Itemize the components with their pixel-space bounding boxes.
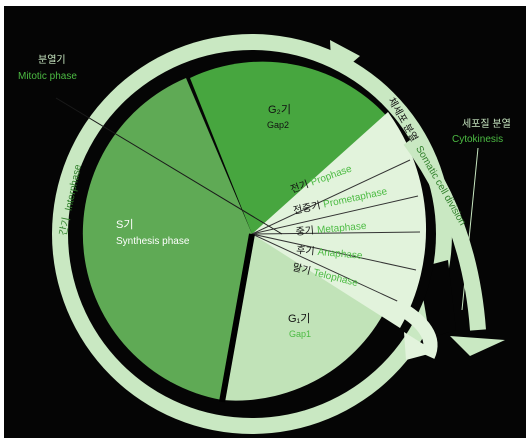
s-phase-wedge: [82, 78, 252, 400]
g2-en: Gap2: [267, 120, 289, 130]
m-exit-arrowhead-1: [404, 332, 436, 360]
m-phase-wedge: [252, 112, 427, 328]
subphase-dividers: [251, 159, 421, 307]
subphase-en: Metaphase: [317, 221, 368, 236]
subphase-ko: 중기: [295, 224, 314, 238]
cytokinesis-leader-line: [461, 147, 479, 311]
g2-ko: G₂기: [268, 103, 291, 116]
subphase-ko: 말기: [291, 261, 312, 277]
m-exit-arrowhead-2: [450, 336, 505, 356]
subphase-anaphase: 후기 Anaphase: [296, 244, 364, 262]
top-arrowhead: [330, 40, 360, 80]
s-en: Synthesis phase: [116, 236, 190, 247]
mitotic-phase-en: Mitotic phase: [18, 71, 77, 82]
g1-en: Gap1: [289, 329, 311, 339]
g1-phase-wedge: [222, 234, 392, 401]
cytokinesis-ko: 세포질 분열: [462, 118, 511, 130]
m-exit-arrow-2: [403, 135, 486, 331]
g1-ko: G₁기: [288, 312, 310, 325]
subphase-ko: 후기: [296, 244, 315, 258]
mitotic-leader-line: [55, 97, 283, 235]
subphase-en: Anaphase: [317, 247, 363, 262]
interphase-ko: 간기: [57, 216, 73, 236]
subphase-ko: 전기: [289, 178, 310, 196]
cytokinesis-en: Cytokinesis: [452, 134, 503, 145]
mitotic-phase-ko: 분열기: [38, 54, 66, 66]
s-ko: S기: [116, 218, 133, 231]
subphase-metaphase: 중기 Metaphase: [295, 220, 367, 238]
g2-phase-wedge: [190, 61, 392, 234]
subphase-ko: 전중기: [292, 199, 322, 216]
s-g1-divider: [219, 233, 255, 403]
